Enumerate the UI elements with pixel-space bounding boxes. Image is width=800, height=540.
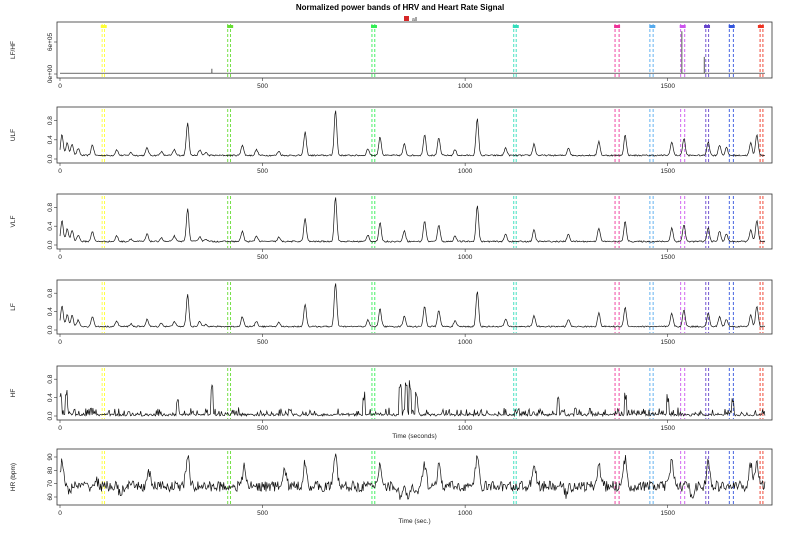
series-line	[59, 197, 766, 243]
y-tick-label: 0.8	[47, 203, 54, 212]
x-tick-label: 1000	[458, 168, 473, 175]
y-tick-label: 0.4	[47, 135, 54, 144]
y-tick-label: 0.8	[47, 374, 54, 383]
x-tick-label: 0	[58, 425, 62, 432]
panel-hf: 0.0 0.4 0.8 HF 0 500 1000 1500 Time (seconds)	[10, 365, 773, 440]
x-tick-label: 1000	[458, 510, 473, 517]
y-tick-label: 0.4	[47, 393, 54, 402]
episode-marker	[370, 25, 377, 28]
y-tick-label: 90	[47, 453, 54, 461]
plot-frame	[56, 365, 773, 421]
x-tick-label: 1000	[458, 83, 473, 90]
y-axis-label: LF	[10, 303, 17, 311]
episode-marker	[614, 25, 621, 28]
x-tick-label: 1000	[458, 425, 473, 432]
episode-marker	[728, 25, 735, 28]
y-tick-label: 60	[47, 493, 54, 501]
x-tick-label: 500	[257, 425, 268, 432]
series-line	[59, 110, 765, 157]
x-tick-label: 1000	[458, 339, 473, 346]
y-axis-label: LF/HF	[10, 41, 17, 59]
y-tick-label: 70	[47, 480, 54, 488]
y-tick-label: 0.8	[47, 288, 54, 297]
plot-frame	[56, 106, 773, 164]
y-tick-label: 0.0	[47, 240, 54, 249]
series-line	[59, 453, 766, 500]
episode-marker	[679, 25, 686, 28]
x-axis-label: Time (sec.)	[398, 518, 430, 525]
series-line	[59, 283, 766, 328]
plot-frame	[56, 193, 773, 250]
x-tick-label: 1500	[660, 168, 675, 175]
y-axis-label: VLF	[10, 216, 17, 228]
episode-marker	[100, 25, 107, 28]
chart-title: Normalized power bands of HRV and Heart …	[296, 3, 504, 12]
episode-marker	[757, 25, 764, 28]
plot-frame	[56, 448, 773, 506]
x-tick-label: 500	[257, 83, 268, 90]
x-tick-label: 1500	[660, 425, 675, 432]
episode-marker	[227, 25, 234, 28]
x-tick-label: 500	[257, 510, 268, 517]
plot-frame	[56, 279, 773, 335]
y-tick-label: 0e+00	[47, 64, 54, 83]
episode-marker	[512, 25, 519, 28]
y-tick-label: 0.0	[47, 411, 54, 420]
x-tick-label: 1500	[660, 339, 675, 346]
series-line	[59, 380, 766, 418]
plot-frame	[56, 21, 773, 79]
x-tick-label: 1000	[458, 254, 473, 261]
episode-marker	[704, 25, 711, 28]
panel-hr-bpm-: 60 70 80 90 HR (bpm) 0 500 1000 1500 Time (sec.)	[10, 448, 773, 525]
y-axis-label: HF	[10, 389, 17, 398]
y-tick-label: 0.0	[47, 325, 54, 334]
y-axis-label: HR (bpm)	[10, 463, 17, 491]
panel-lf-hf: 0e+00 6e+05 LF/HF 0 500 1000 1500	[10, 21, 773, 90]
y-tick-label: 80	[47, 466, 54, 474]
x-tick-label: 500	[257, 168, 268, 175]
panel-vlf: 0.0 0.4 0.8 VLF 0 500 1000 1500	[10, 193, 773, 261]
y-tick-label: 0.4	[47, 307, 54, 316]
series-line	[60, 31, 765, 74]
panel-lf: 0.0 0.4 0.8 LF 0 500 1000 1500	[10, 279, 773, 346]
x-tick-label: 0	[58, 339, 62, 346]
y-tick-label: 0.0	[47, 154, 54, 163]
x-tick-label: 0	[58, 83, 62, 90]
episode-marker	[649, 25, 656, 28]
x-tick-label: 1500	[660, 83, 675, 90]
x-tick-label: 1500	[660, 510, 675, 517]
x-axis-label: Time (seconds)	[392, 433, 437, 440]
x-tick-label: 500	[257, 339, 268, 346]
panel-ulf: 0.0 0.4 0.8 ULF 0 500 1000 1500	[10, 106, 773, 175]
y-tick-label: 6e+05	[47, 32, 54, 51]
x-tick-label: 1500	[660, 254, 675, 261]
legend: all	[404, 16, 417, 23]
y-tick-label: 0.4	[47, 221, 54, 230]
y-axis-label: ULF	[10, 129, 17, 141]
legend-label: all	[412, 17, 417, 23]
x-tick-label: 0	[58, 254, 62, 261]
x-tick-label: 500	[257, 254, 268, 261]
x-tick-label: 0	[58, 168, 62, 175]
legend-swatch	[404, 16, 409, 21]
x-tick-label: 0	[58, 510, 62, 517]
y-tick-label: 0.8	[47, 116, 54, 125]
